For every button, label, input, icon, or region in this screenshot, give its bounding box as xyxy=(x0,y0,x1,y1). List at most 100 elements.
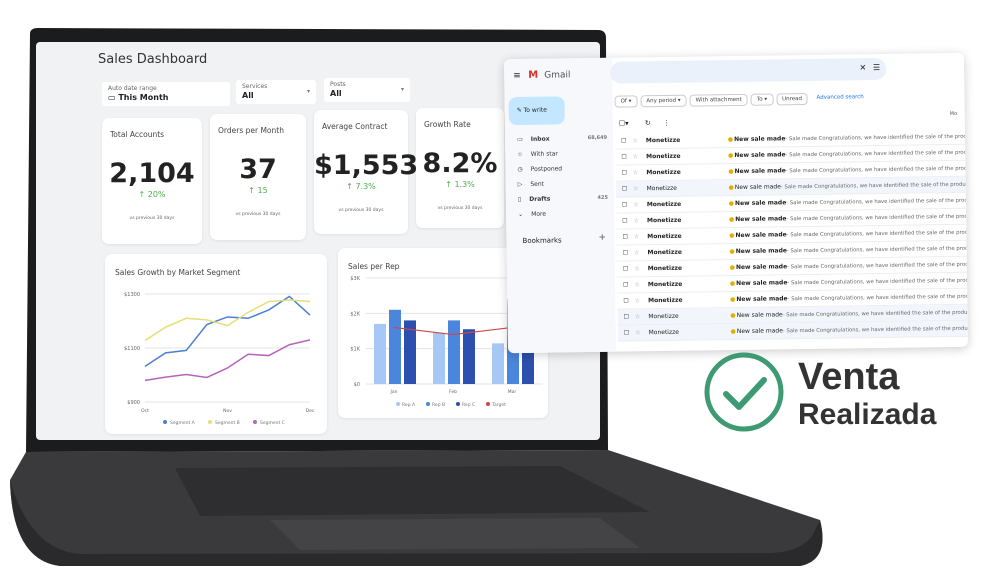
email-subject: New sale made xyxy=(734,199,787,208)
send-icon: ▷ xyxy=(517,180,523,189)
email-sender: Monetizze xyxy=(647,280,683,289)
email-sender: Monetizze xyxy=(646,152,681,161)
email-snippet: - Sale made Congratulations, we have ide… xyxy=(786,213,967,222)
star-icon: ☆ xyxy=(517,150,523,159)
checkbox[interactable]: ☐ xyxy=(621,153,627,161)
star-icon[interactable]: ☆ xyxy=(633,201,639,209)
checkmark-circle-icon xyxy=(704,352,784,432)
legend-marker xyxy=(253,420,257,424)
legend-marker xyxy=(456,402,460,406)
search-chip[interactable]: Unread xyxy=(776,92,809,106)
star-icon[interactable]: ☆ xyxy=(634,281,640,289)
line-chart: $900 $1100 $1300 Oct Nov Dec Segment A Segment … xyxy=(124,292,315,426)
search-chip[interactable]: Of ▾ xyxy=(614,95,638,108)
email-subject: New sale made xyxy=(734,151,786,160)
filter-options-icon[interactable]: ☰ xyxy=(872,62,881,73)
filter-label: Auto date range xyxy=(108,85,157,92)
star-icon[interactable]: ☆ xyxy=(632,169,639,177)
chevron-down-icon: ⌄ xyxy=(518,210,524,219)
nav-item-inbox[interactable]: ▭ Inbox 68,649 xyxy=(517,135,607,143)
checkbox[interactable]: ☐ xyxy=(622,265,629,273)
email-sender: Monetizze xyxy=(646,200,682,209)
menu-icon[interactable]: ≡ xyxy=(513,70,521,82)
email-sender: Monetizze xyxy=(648,328,679,337)
checkbox[interactable]: ☐ xyxy=(622,217,628,225)
chart-title: Sales per Rep xyxy=(348,262,400,271)
legend-label: Rep A xyxy=(402,402,416,408)
bar-rep-c xyxy=(463,329,475,384)
nav-count: 425 xyxy=(597,194,608,201)
search-chip[interactable]: With attachment xyxy=(689,93,748,107)
email-snippet: - Sale made Congratulations, we have ide… xyxy=(787,261,967,270)
search-input[interactable]: ✕ ☰ xyxy=(610,57,887,84)
checkbox[interactable]: ☐ xyxy=(623,313,630,321)
close-icon[interactable]: ✕ xyxy=(859,63,867,73)
star-icon[interactable]: ☆ xyxy=(634,249,640,257)
y-tick-label: $1K xyxy=(350,347,360,353)
filter-value: All xyxy=(330,89,342,98)
kpi-card: Orders per Month 37 ↑ 15 vs previous 30 day… xyxy=(210,114,306,240)
star-icon[interactable]: ☆ xyxy=(632,153,639,161)
bar-rep-a xyxy=(433,332,445,384)
advanced-search-link[interactable]: Advanced search xyxy=(816,94,864,101)
kpi-delta: ↑ 1.3% xyxy=(445,180,475,189)
money-emoji-icon: ● xyxy=(729,264,735,272)
services-filter[interactable]: Services All ▾ xyxy=(236,80,316,104)
select-all-checkbox[interactable]: ☐▾ xyxy=(618,119,629,128)
star-icon[interactable]: ☆ xyxy=(633,233,640,241)
checkbox[interactable]: ☐ xyxy=(621,169,628,177)
add-bookmark-icon[interactable]: + xyxy=(598,232,607,243)
checkbox[interactable]: ☐ xyxy=(622,249,629,257)
bookmarks-heading: Bookmarks xyxy=(522,236,562,245)
email-snippet: - Sale made Congratulations, we have ide… xyxy=(787,277,968,286)
draft-icon: ▯ xyxy=(517,195,522,204)
star-icon[interactable]: ☆ xyxy=(635,329,641,337)
kpi-label: Average Contract xyxy=(322,122,388,131)
posts-filter[interactable]: Posts All ▾ xyxy=(324,78,410,102)
calendar-icon: ▭ xyxy=(108,93,119,102)
more-options-icon[interactable]: ⋮ xyxy=(662,118,670,128)
star-icon[interactable]: ☆ xyxy=(634,313,641,321)
star-icon[interactable]: ☆ xyxy=(634,265,640,273)
legend-marker xyxy=(396,402,400,406)
nav-item-postponed[interactable]: ◷ Postponed xyxy=(517,165,607,173)
kpi-value: $1,553 xyxy=(314,150,419,181)
legend-label: Rep B xyxy=(432,402,445,408)
checkbox[interactable]: ☐ xyxy=(621,185,628,193)
email-sender: Monetizze xyxy=(647,248,682,257)
compose-button[interactable]: ✎ To write xyxy=(508,96,565,126)
checkbox[interactable]: ☐ xyxy=(623,329,630,337)
star-icon[interactable]: ☆ xyxy=(633,217,640,225)
email-snippet: - Sale made Congratulations, we have ide… xyxy=(786,229,967,238)
y-tick-label: $0 xyxy=(354,382,360,388)
star-icon[interactable]: ☆ xyxy=(634,297,641,305)
email-sender: Monetizze xyxy=(646,184,677,193)
gmail-window: ≡ M Gmail ✎ To write ▭ Inbox 68,649 ☆ With s… xyxy=(503,52,969,354)
checkbox[interactable]: ☐ xyxy=(622,233,628,241)
inbox-icon: ▭ xyxy=(517,135,523,144)
date-range-filter[interactable]: Auto date range ▭ This Month xyxy=(102,82,230,106)
nav-item-drafts[interactable]: ▯ Drafts 425 xyxy=(518,195,608,203)
money-emoji-icon: ● xyxy=(728,152,734,160)
checkbox[interactable]: ☐ xyxy=(623,281,629,289)
email-sender: Monetizze xyxy=(648,312,679,321)
search-chip[interactable]: To ▾ xyxy=(750,93,774,106)
checkbox[interactable]: ☐ xyxy=(621,137,627,145)
y-tick-label: $900 xyxy=(127,400,140,406)
badge-line1: Venta xyxy=(798,356,900,398)
nav-item-sent[interactable]: ▷ Sent xyxy=(518,180,608,188)
search-chip[interactable]: Any period ▾ xyxy=(640,94,687,108)
legend-label: Segment B xyxy=(215,420,240,426)
nav-item-with-star[interactable]: ☆ With star xyxy=(517,150,607,158)
email-subject: New sale made xyxy=(734,167,786,176)
star-icon[interactable]: ☆ xyxy=(632,137,638,145)
checkbox[interactable]: ☐ xyxy=(623,297,629,305)
refresh-icon[interactable]: ↻ xyxy=(644,119,651,128)
chevron-down-icon: ▾ xyxy=(306,88,310,95)
star-icon[interactable]: ☆ xyxy=(633,185,639,193)
kpi-sub: vs previous 30 days xyxy=(437,206,483,211)
nav-item-more[interactable]: ⌄ More xyxy=(518,210,608,218)
money-emoji-icon: ● xyxy=(729,232,735,240)
checkbox[interactable]: ☐ xyxy=(621,201,628,209)
legend-marker xyxy=(163,420,167,424)
